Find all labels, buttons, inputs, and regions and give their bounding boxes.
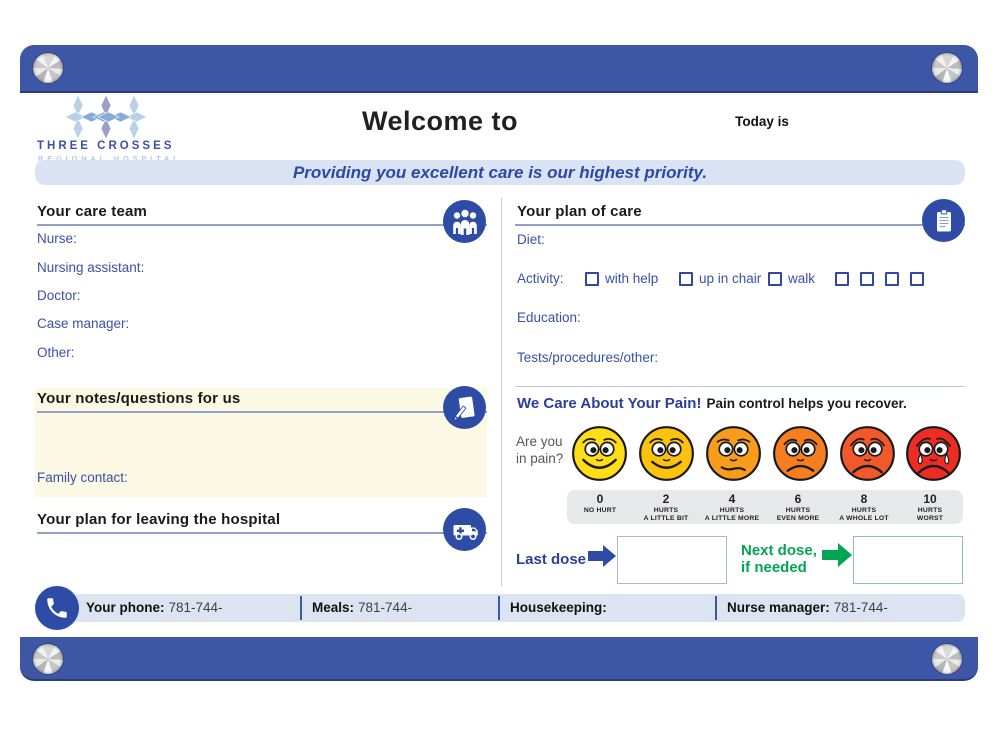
screw-icon [932, 53, 962, 83]
section-underline [515, 224, 965, 226]
three-crosses-logo-icon [64, 94, 148, 140]
top-bar [20, 45, 978, 93]
last-dose-label: Last dose [516, 551, 587, 568]
pain-section-divider [515, 386, 965, 387]
next-dose-label: Next dose, if needed [741, 542, 817, 576]
pain-face-2[interactable] [637, 424, 696, 483]
activity-option: with help [585, 271, 658, 287]
activity-option-label: with help [605, 271, 659, 286]
activity-option: up in chair [679, 271, 761, 287]
family-contact-label: Family contact: [37, 470, 128, 485]
pain-scale-band: 0 NO HURT 2 HURTS A LITTLE BIT 4 HURTS A L… [567, 490, 963, 524]
activity-checkbox[interactable] [679, 272, 693, 286]
pain-face-10[interactable] [904, 424, 963, 483]
notes-icon [443, 386, 486, 429]
contact-divider [300, 596, 302, 620]
field-nursing-assistant: Nursing assistant: [37, 260, 145, 275]
care-team-title: Your care team [37, 203, 148, 220]
phone-icon [35, 586, 79, 630]
contact-meals: Meals: 781-744- [312, 600, 413, 615]
notes-title: Your notes/questions for us [37, 390, 241, 407]
contact-nurse-manager: Nurse manager: 781-744- [727, 600, 888, 615]
pain-scale-cell: 4 HURTS A LITTLE MORE [704, 492, 760, 522]
hospital-name: THREE CROSSES [37, 140, 175, 152]
tests-label: Tests/procedures/other: [517, 350, 659, 365]
pain-face-4[interactable] [704, 424, 763, 483]
arrow-right-icon [588, 545, 616, 567]
pain-title: We Care About Your Pain! Pain control hel… [517, 395, 965, 412]
activity-option-label: walk [788, 271, 816, 286]
column-divider [501, 198, 502, 586]
field-other: Other: [37, 345, 75, 360]
activity-checkbox[interactable] [910, 271, 924, 286]
activity-label: Activity: [517, 271, 564, 286]
pain-question: Are you in pain? [516, 434, 564, 466]
screw-icon [932, 644, 962, 674]
arrow-right-green-icon [822, 543, 852, 567]
pain-scale-cell: 2 HURTS A LITTLE BIT [643, 492, 689, 522]
contact-your-phone: Your phone: 781-744- [86, 600, 223, 615]
screw-icon [33, 53, 63, 83]
ambulance-icon [443, 508, 486, 551]
activity-checkbox[interactable] [768, 272, 782, 286]
screw-icon [33, 644, 63, 674]
contact-divider [498, 596, 500, 620]
pain-scale-cell: 10 HURTS WORST [916, 492, 944, 522]
contact-divider [715, 596, 717, 620]
field-case-manager: Case manager: [37, 316, 130, 331]
last-dose-box[interactable] [617, 536, 727, 584]
section-underline [37, 411, 487, 413]
family-icon [443, 200, 486, 243]
pain-face-6[interactable] [771, 424, 830, 483]
pain-face-8[interactable] [838, 424, 897, 483]
clipboard-icon [922, 199, 965, 242]
activity-option [885, 271, 899, 287]
next-dose-box[interactable] [853, 536, 963, 584]
pain-scale-cell: 6 HURTS EVEN MORE [776, 492, 820, 522]
welcome-title: Welcome to [361, 106, 519, 136]
pain-subtitle: Pain control helps you recover. [706, 396, 907, 411]
education-label: Education: [517, 310, 581, 325]
pain-scale-cell: 0 NO HURT [583, 492, 617, 514]
pain-scale-cell: 8 HURTS A WHOLE LOT [839, 492, 889, 522]
bottom-bar [20, 637, 978, 681]
plan-of-care-title: Your plan of care [517, 203, 642, 220]
section-underline [37, 532, 487, 534]
diet-label: Diet: [517, 232, 545, 247]
today-label: Today is [735, 114, 789, 129]
contact-housekeeping: Housekeeping: [510, 600, 607, 615]
leaving-title: Your plan for leaving the hospital [37, 511, 281, 528]
activity-option [860, 271, 874, 287]
pain-title-text: We Care About Your Pain! [517, 395, 702, 412]
activity-option-label: up in chair [699, 271, 762, 286]
pain-face-0[interactable] [570, 424, 629, 483]
section-underline [37, 224, 487, 226]
field-doctor: Doctor: [37, 288, 81, 303]
field-nurse: Nurse: [37, 231, 77, 246]
activity-checkbox[interactable] [885, 271, 899, 286]
activity-checkbox[interactable] [860, 271, 874, 286]
priority-banner: Providing you excellent care is our high… [35, 160, 965, 185]
contact-strip [57, 594, 965, 622]
activity-option [910, 271, 924, 287]
activity-option [835, 271, 849, 287]
notes-area[interactable] [35, 388, 487, 497]
activity-checkbox[interactable] [835, 271, 849, 286]
activity-option: walk [768, 271, 815, 287]
hospital-subtitle: REGIONAL HOSPITAL [38, 154, 182, 163]
activity-checkbox[interactable] [585, 272, 599, 286]
